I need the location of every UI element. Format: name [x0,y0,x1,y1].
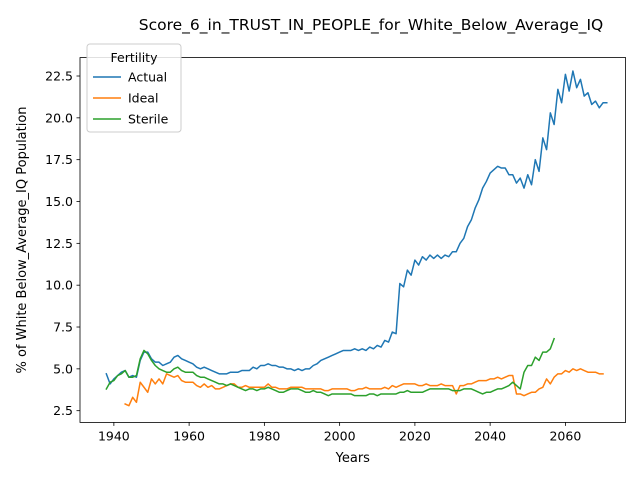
x-tick-label: 2020 [399,428,431,443]
x-tick-label: 2000 [324,428,356,443]
y-axis-ticks: 2.5 5.0 7.5 10.0 12.5 15.0 17.5 20.0 22.5 [45,69,80,418]
x-tick-label: 1980 [248,428,280,443]
y-tick-label: 15.0 [45,194,73,209]
legend-box [86,43,182,133]
x-tick-label: 1940 [98,428,130,443]
y-tick-label: 7.5 [53,320,73,335]
y-tick-label: 10.0 [45,278,73,293]
x-tick-label: 1960 [173,428,205,443]
series-line-actual [105,70,608,385]
y-tick-label: 17.5 [45,152,73,167]
y-tick-label: 12.5 [45,236,73,251]
legend-label-sterile: Sterile [128,112,169,127]
series-line-sterile [105,337,556,397]
plot-area: 1940 1960 1980 2000 2020 2040 2060 2.5 5.0 7.5 10… [45,57,626,443]
axes-frame [79,57,626,423]
legend: Fertility Actual Ideal Sterile [86,43,182,133]
x-axis-label: Years [335,451,371,466]
y-axis-label: % of White Below_Average_IQ Population [15,106,30,373]
y-tick-label: 20.0 [45,110,73,125]
series-layer [105,70,608,407]
chart-title: Score_6_in_TRUST_IN_PEOPLE_for_White_Bel… [139,16,604,35]
y-tick-label: 22.5 [45,69,73,84]
series-line-ideal [124,368,604,407]
y-tick-label: 2.5 [53,403,73,418]
legend-label-actual: Actual [128,70,167,85]
x-tick-label: 2040 [474,428,506,443]
legend-label-ideal: Ideal [128,91,158,106]
legend-entries: Actual Ideal Sterile [93,70,169,127]
legend-title: Fertility [111,50,159,65]
x-tick-label: 2060 [549,428,581,443]
y-tick-label: 5.0 [53,361,73,376]
x-axis-ticks: 1940 1960 1980 2000 2020 2040 2060 [98,422,581,443]
